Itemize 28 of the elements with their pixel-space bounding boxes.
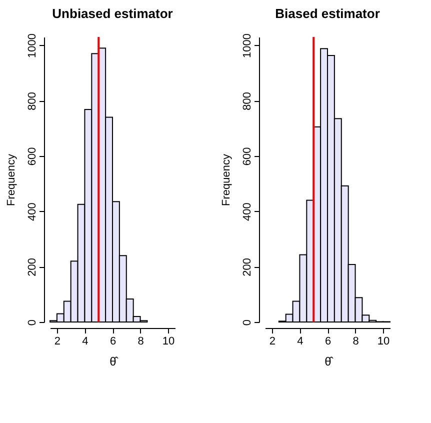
x-tick-label: 4 (82, 336, 88, 348)
y-axis-title: Frequency (220, 154, 232, 206)
y-tick-label: 1000 (242, 34, 254, 58)
y-axis-title: Frequency (6, 154, 18, 206)
y-tick-label: 200 (26, 258, 38, 276)
y-tick-label: 800 (242, 92, 254, 110)
chart-title: Biased estimator (275, 6, 380, 22)
y-tick-label: 600 (242, 147, 254, 166)
y-tick-label: 800 (26, 92, 38, 110)
x-tick-label: 4 (297, 336, 304, 348)
x-tick-label: 8 (138, 336, 144, 348)
x-tick-label: 2 (54, 336, 61, 348)
y-tick-label: 600 (26, 147, 38, 166)
x-tick-label: 8 (352, 336, 359, 348)
y-tick-label: 0 (242, 319, 254, 326)
y-tick-label: 400 (26, 202, 38, 221)
x-tick-label: 10 (377, 336, 390, 348)
y-tick-label: 200 (242, 258, 254, 276)
x-tick-label: 6 (110, 336, 116, 348)
y-tick-label: 1000 (26, 34, 38, 58)
x-tick-label: 2 (269, 336, 276, 348)
chart-title: Unbiased estimator (52, 6, 173, 22)
x-tick-label: 6 (324, 336, 332, 348)
x-tick-label: 10 (162, 336, 175, 348)
y-tick-label: 400 (242, 202, 254, 221)
x-axis-title: θ̂ (324, 354, 334, 368)
y-tick-label: 0 (26, 319, 38, 326)
x-axis-title: θ̂ (110, 354, 118, 368)
